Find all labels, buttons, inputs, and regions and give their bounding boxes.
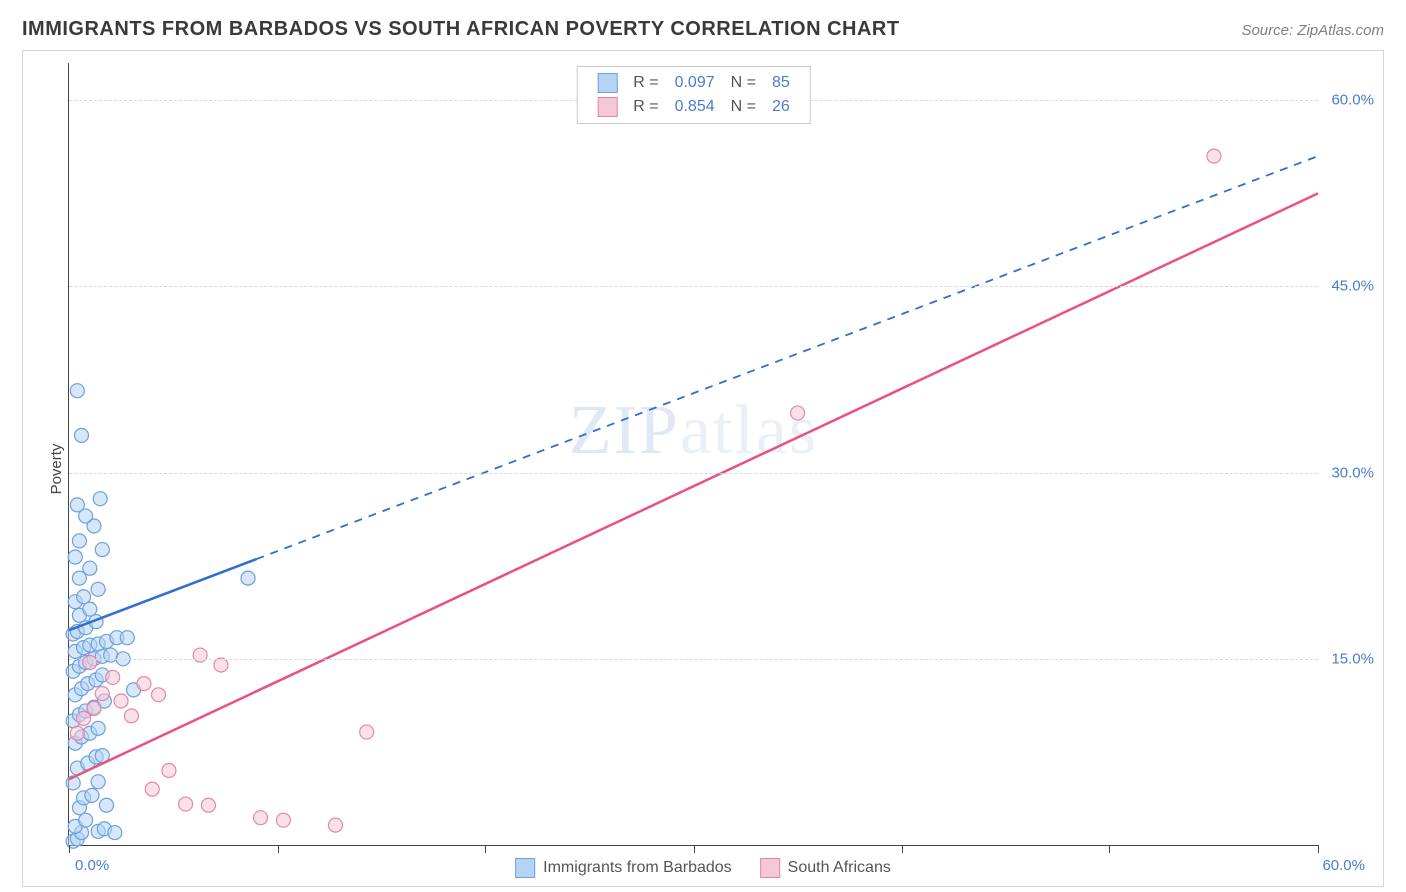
data-point-barbados: [83, 602, 97, 616]
gridline: [69, 286, 1318, 287]
legend-item-south-africans: South Africans: [760, 858, 891, 878]
data-point-south_africans: [201, 798, 215, 812]
data-point-barbados: [77, 590, 91, 604]
r-label: R =: [625, 71, 666, 95]
data-point-south_africans: [106, 670, 120, 684]
x-tick: [278, 845, 279, 853]
data-point-barbados: [91, 582, 105, 596]
data-point-south_africans: [124, 709, 138, 723]
data-point-south_africans: [214, 658, 228, 672]
trend-line-south_africans: [69, 193, 1318, 779]
data-point-south_africans: [1207, 149, 1221, 163]
data-point-barbados: [93, 492, 107, 506]
r-value-south-africans: 0.854: [667, 95, 723, 119]
x-tick: [69, 845, 70, 853]
data-point-south_africans: [193, 648, 207, 662]
correlation-legend: R = 0.097 N = 85 R = 0.854 N = 26: [576, 66, 811, 124]
n-label: N =: [723, 71, 764, 95]
data-point-south_africans: [87, 701, 101, 715]
n-value-south-africans: 26: [764, 95, 798, 119]
data-point-south_africans: [83, 656, 97, 670]
x-tick: [485, 845, 486, 853]
plot-area: ZIPatlas R = 0.097 N = 85 R = 0.854 N = …: [68, 63, 1318, 846]
legend-item-barbados: Immigrants from Barbados: [515, 858, 732, 878]
chart-container: Poverty ZIPatlas R = 0.097 N = 85 R = 0.…: [22, 50, 1384, 887]
x-axis-max-label: 60.0%: [1322, 857, 1365, 874]
data-point-barbados: [70, 498, 84, 512]
data-point-south_africans: [276, 813, 290, 827]
data-point-barbados: [108, 826, 122, 840]
chart-title: IMMIGRANTS FROM BARBADOS VS SOUTH AFRICA…: [22, 18, 900, 41]
legend-label-barbados: Immigrants from Barbados: [543, 859, 732, 877]
data-point-barbados: [104, 648, 118, 662]
data-point-barbados: [95, 543, 109, 557]
data-point-barbados: [74, 428, 88, 442]
source-attribution: Source: ZipAtlas.com: [1241, 22, 1384, 39]
gridline: [69, 659, 1318, 660]
legend-row-barbados: R = 0.097 N = 85: [589, 71, 798, 95]
data-point-south_africans: [791, 406, 805, 420]
data-point-barbados: [68, 550, 82, 564]
data-point-south_africans: [162, 764, 176, 778]
legend-row-south-africans: R = 0.854 N = 26: [589, 95, 798, 119]
x-axis-origin-label: 0.0%: [75, 857, 109, 874]
y-tick-label: 15.0%: [1331, 650, 1374, 667]
data-point-south_africans: [328, 818, 342, 832]
data-point-south_africans: [145, 782, 159, 796]
data-point-barbados: [72, 534, 86, 548]
r-value-barbados: 0.097: [667, 71, 723, 95]
data-point-barbados: [241, 571, 255, 585]
n-label: N =: [723, 95, 764, 119]
series-legend: Immigrants from Barbados South Africans: [515, 858, 891, 878]
y-tick-label: 45.0%: [1331, 278, 1374, 295]
scatter-svg: [69, 63, 1318, 845]
data-point-south_africans: [179, 797, 193, 811]
data-point-barbados: [70, 384, 84, 398]
y-axis-label: Poverty: [48, 443, 65, 494]
data-point-south_africans: [95, 687, 109, 701]
x-tick: [1318, 845, 1319, 853]
swatch-south-africans: [597, 97, 617, 117]
data-point-south_africans: [360, 725, 374, 739]
x-tick: [694, 845, 695, 853]
swatch-barbados: [597, 73, 617, 93]
data-point-barbados: [83, 561, 97, 575]
gridline: [69, 473, 1318, 474]
trend-line-barbados-dashed: [256, 156, 1318, 559]
data-point-barbados: [85, 788, 99, 802]
data-point-barbados: [99, 798, 113, 812]
data-point-south_africans: [254, 811, 268, 825]
data-point-barbados: [79, 813, 93, 827]
data-point-barbados: [91, 721, 105, 735]
y-tick-label: 60.0%: [1331, 92, 1374, 109]
data-point-barbados: [120, 631, 134, 645]
swatch-barbados-icon: [515, 858, 535, 878]
data-point-south_africans: [70, 726, 84, 740]
data-point-barbados: [91, 775, 105, 789]
x-tick: [902, 845, 903, 853]
x-tick: [1109, 845, 1110, 853]
y-tick-label: 30.0%: [1331, 464, 1374, 481]
n-value-barbados: 85: [764, 71, 798, 95]
data-point-south_africans: [114, 694, 128, 708]
data-point-south_africans: [152, 688, 166, 702]
data-point-south_africans: [137, 677, 151, 691]
swatch-south-africans-icon: [760, 858, 780, 878]
r-label: R =: [625, 95, 666, 119]
legend-label-south-africans: South Africans: [788, 859, 891, 877]
